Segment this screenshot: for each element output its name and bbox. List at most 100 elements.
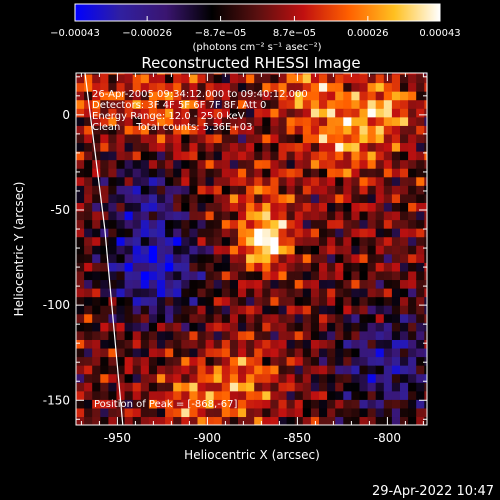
heatmap-cell: [335, 365, 344, 375]
heatmap-cell: [108, 253, 118, 263]
heatmap-cell: [76, 142, 85, 152]
heatmap-cell: [246, 365, 255, 375]
heatmap-cell: [181, 193, 190, 203]
heatmap-cell: [197, 116, 207, 126]
heatmap-cell: [197, 236, 207, 246]
heatmap-cell: [229, 193, 239, 203]
heatmap-cell: [124, 356, 134, 366]
heatmap-cell: [246, 296, 255, 306]
heatmap-cell: [343, 270, 352, 281]
heatmap-cell: [278, 262, 288, 272]
heatmap-cell: [375, 339, 385, 349]
heatmap-cell: [400, 313, 409, 323]
heatmap-cell: [108, 108, 118, 118]
heatmap-cell: [189, 202, 199, 212]
heatmap-cell: [359, 416, 369, 425]
heatmap-cell: [400, 270, 409, 281]
heatmap-cell: [221, 262, 231, 272]
heatmap-cell: [375, 82, 385, 92]
heatmap: [76, 73, 427, 425]
heatmap-cell: [165, 279, 174, 289]
heatmap-cell: [416, 270, 425, 281]
heatmap-cell: [238, 245, 247, 255]
heatmap-cell: [213, 116, 223, 126]
heatmap-cell: [400, 356, 409, 366]
heatmap-cell: [84, 253, 93, 263]
heatmap-cell: [92, 133, 101, 144]
heatmap-cell: [229, 99, 239, 109]
heatmap-cell: [173, 108, 182, 118]
heatmap-cell: [189, 125, 199, 135]
heatmap-cell: [400, 151, 409, 161]
heatmap-cell: [367, 219, 377, 229]
heatmap-cell: [254, 185, 263, 195]
heatmap-cell: [294, 399, 304, 409]
heatmap-cell: [367, 73, 377, 84]
heatmap-cell: [221, 416, 231, 425]
heatmap-cell: [108, 219, 118, 229]
heatmap-cell: [116, 125, 126, 135]
heatmap-cell: [302, 142, 312, 152]
heatmap-cell: [408, 228, 417, 238]
heatmap-cell: [92, 262, 101, 272]
heatmap-cell: [391, 365, 401, 375]
heatmap-cell: [92, 236, 101, 246]
heatmap-cell: [108, 193, 118, 203]
heatmap-cell: [254, 202, 263, 212]
heatmap-cell: [173, 322, 182, 332]
heatmap-cell: [327, 210, 336, 221]
heatmap-cell: [294, 193, 304, 203]
heatmap-cell: [116, 390, 126, 400]
heatmap-cell: [189, 339, 199, 349]
heatmap-cell: [197, 176, 207, 186]
heatmap-cell: [408, 82, 417, 92]
heatmap-cell: [270, 219, 280, 229]
heatmap-cell: [173, 365, 182, 375]
heatmap-cell: [400, 125, 409, 135]
heatmap-cell: [416, 236, 425, 246]
heatmap-cell: [310, 142, 320, 152]
heatmap-cell: [327, 245, 336, 255]
annotation-energy-range: Energy Range: 12.0 - 25.0 keV: [92, 111, 245, 122]
heatmap-cell: [375, 193, 385, 203]
heatmap-cell: [189, 288, 199, 298]
heatmap-cell: [108, 288, 118, 298]
heatmap-cell: [254, 399, 263, 409]
heatmap-cell: [76, 382, 85, 392]
heatmap-cell: [165, 322, 174, 332]
heatmap-cell: [84, 288, 93, 298]
heatmap-cell: [246, 347, 255, 358]
heatmap-cell: [221, 125, 231, 135]
heatmap-cell: [84, 365, 93, 375]
colorbar-unit-label: (photons cm⁻² s⁻¹ asec⁻²): [192, 42, 321, 53]
heatmap-cell: [367, 330, 377, 340]
heatmap-cell: [116, 416, 126, 425]
heatmap-cell: [189, 168, 199, 178]
heatmap-cell: [286, 73, 296, 84]
heatmap-cell: [375, 168, 385, 178]
heatmap-cell: [359, 313, 369, 323]
heatmap-cell: [375, 253, 385, 263]
heatmap-cell: [343, 236, 352, 246]
heatmap-cell: [367, 288, 377, 298]
heatmap-cell: [383, 253, 393, 263]
heatmap-cell: [270, 399, 280, 409]
heatmap-cell: [92, 91, 101, 101]
heatmap-cell: [92, 82, 101, 92]
heatmap-cell: [165, 116, 174, 126]
heatmap-cell: [76, 270, 85, 281]
heatmap-cell: [343, 373, 352, 383]
heatmap-cell: [246, 253, 255, 263]
heatmap-cell: [327, 373, 336, 383]
heatmap-cell: [351, 193, 361, 203]
heatmap-cell: [132, 108, 142, 118]
heatmap-cell: [278, 99, 288, 109]
heatmap-cell: [124, 219, 134, 229]
heatmap-cell: [238, 133, 247, 144]
heatmap-cell: [148, 125, 158, 135]
heatmap-cell: [132, 133, 142, 144]
heatmap-cell: [108, 125, 118, 135]
heatmap-cell: [148, 365, 158, 375]
heatmap-cell: [189, 407, 199, 418]
heatmap-cell: [343, 365, 352, 375]
